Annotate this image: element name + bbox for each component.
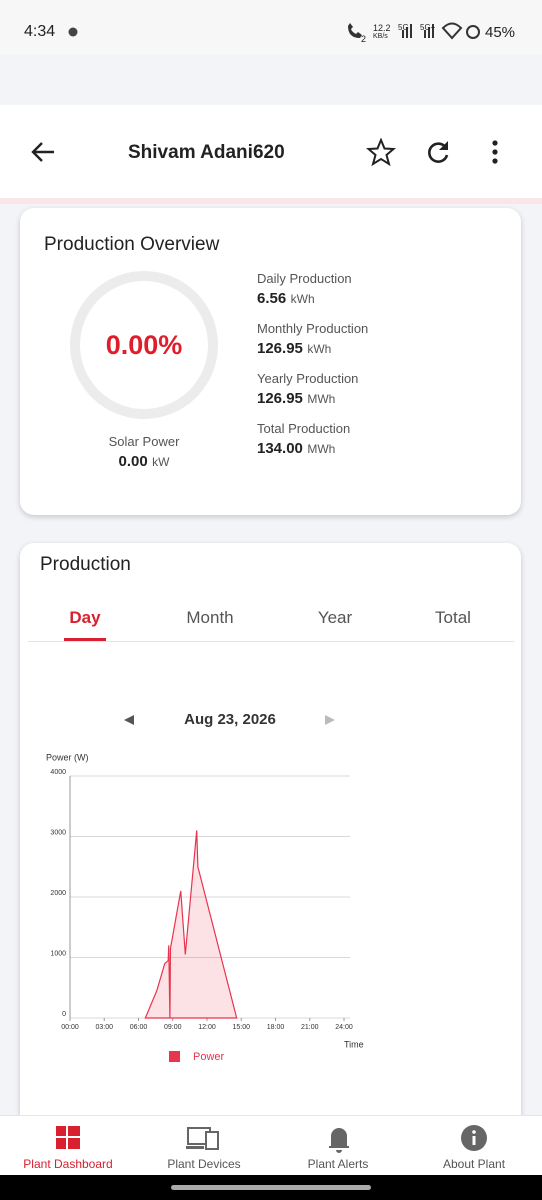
y-tick-label: 3000 bbox=[50, 829, 66, 836]
nav-icons bbox=[56, 1125, 487, 1153]
battery: 45% bbox=[485, 24, 516, 41]
tab-indicator bbox=[64, 638, 106, 641]
legend-label: Power bbox=[193, 1051, 225, 1063]
card-title: Production bbox=[40, 554, 131, 575]
x-tick-label: 21:00 bbox=[301, 1024, 319, 1031]
time: 4:34 bbox=[24, 23, 56, 40]
stat-unit: kWh bbox=[290, 292, 315, 306]
stat: Monthly Production 126.95 kWh bbox=[257, 321, 368, 358]
tab-divider bbox=[28, 641, 514, 642]
x-tick-label: 09:00 bbox=[164, 1024, 182, 1031]
y-tick-label: 2000 bbox=[50, 890, 66, 897]
stat-unit: kWh bbox=[307, 342, 332, 356]
solar-power-value: 0.00 bbox=[118, 453, 148, 470]
overview-card bbox=[20, 208, 521, 515]
stat-label: Monthly Production bbox=[257, 321, 369, 336]
speed-unit: KB/s bbox=[373, 33, 388, 40]
bottom-nav bbox=[0, 1115, 542, 1176]
next-date[interactable] bbox=[323, 713, 337, 727]
refresh-button[interactable] bbox=[424, 138, 452, 166]
star-button[interactable] bbox=[366, 138, 396, 166]
solar-power-label: Solar Power bbox=[108, 434, 180, 449]
header-title: Shivam Adani620 bbox=[128, 142, 285, 163]
y-tick-label: 1000 bbox=[50, 950, 66, 957]
menu-button[interactable] bbox=[485, 138, 505, 166]
area-line bbox=[144, 830, 238, 1019]
home-handle bbox=[171, 1185, 371, 1190]
x-tick-label: 00:00 bbox=[61, 1024, 79, 1031]
y-tick-label: 0 bbox=[62, 1011, 66, 1018]
network: 5G bbox=[398, 23, 409, 32]
legend-swatch bbox=[169, 1051, 180, 1062]
stat-value: 134.00 bbox=[257, 440, 303, 457]
stat-value: 126.95 bbox=[257, 390, 303, 407]
y-axis-label: Power (W) bbox=[46, 752, 89, 762]
prev-date[interactable] bbox=[122, 713, 136, 727]
stat-unit: MWh bbox=[307, 392, 336, 406]
back-button[interactable] bbox=[28, 138, 58, 166]
network: 5G+ bbox=[420, 23, 436, 32]
y-tick-label: 4000 bbox=[50, 769, 66, 776]
chart: Power (W) Time 0 1000 2000 3000 4000 00:00 03:00… bbox=[46, 752, 364, 1063]
stat-unit: MWh bbox=[307, 442, 336, 456]
stat: Yearly Production 126.95 MWh bbox=[257, 371, 358, 408]
tab[interactable]: Total bbox=[435, 608, 471, 627]
card-title: Production Overview bbox=[44, 234, 220, 255]
tab[interactable]: Day bbox=[69, 608, 101, 627]
status-bar bbox=[0, 0, 542, 55]
nav-item[interactable]: Plant Dashboard bbox=[23, 1157, 113, 1171]
header bbox=[0, 105, 542, 204]
stat-label: Daily Production bbox=[257, 271, 352, 286]
stat: Daily Production 6.56 kWh bbox=[257, 271, 352, 308]
call-count: 2 bbox=[361, 34, 367, 44]
stat-label: Yearly Production bbox=[257, 371, 359, 386]
status-icons bbox=[68, 22, 480, 40]
tab[interactable]: Month bbox=[186, 608, 234, 627]
x-tick-label: 06:00 bbox=[130, 1024, 148, 1031]
date: Aug 23, 2026 bbox=[184, 711, 276, 728]
stat-value: 126.95 bbox=[257, 340, 303, 357]
solar-power-unit: kW bbox=[152, 455, 170, 469]
x-tick-label: 03:00 bbox=[95, 1024, 113, 1031]
gauge bbox=[70, 271, 218, 419]
speed: 12.2 bbox=[373, 23, 391, 33]
x-tick-label: 12:00 bbox=[198, 1024, 216, 1031]
x-tick-label: 18:00 bbox=[267, 1024, 285, 1031]
gauge-value: 0.00% bbox=[105, 330, 183, 360]
nav-item[interactable]: Plant Alerts bbox=[307, 1157, 369, 1171]
stat-label: Total Production bbox=[257, 421, 351, 436]
x-tick-label: 15:00 bbox=[232, 1024, 250, 1031]
nav-item[interactable]: About Plant bbox=[442, 1157, 506, 1171]
stat-value: 6.56 bbox=[257, 290, 287, 307]
tab[interactable]: Year bbox=[317, 608, 353, 627]
x-axis-label: Time bbox=[344, 1039, 364, 1049]
stat: Total Production 134.00 MWh bbox=[257, 421, 350, 458]
nav-item[interactable]: Plant Devices bbox=[167, 1157, 241, 1171]
x-tick-label: 24:00 bbox=[335, 1024, 353, 1031]
